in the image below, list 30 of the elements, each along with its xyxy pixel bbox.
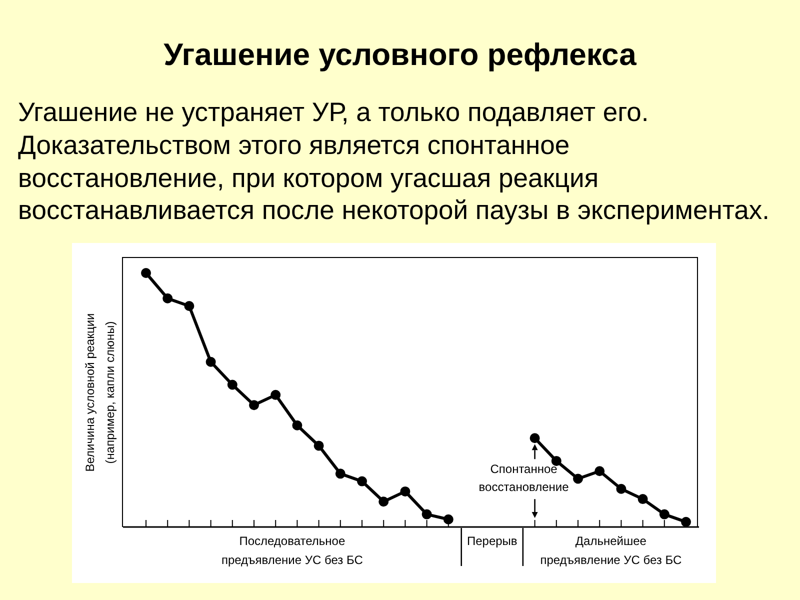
text: Перерыв: [466, 534, 518, 548]
point: [573, 474, 583, 484]
y-axis-title: Величина условной реакции (например, капли слюны): [83, 313, 117, 472]
point: [659, 509, 670, 520]
point: [270, 390, 281, 400]
point: [378, 496, 389, 507]
text: Последовательное предъявление УС без БС: [221, 534, 364, 567]
point: [249, 400, 259, 410]
point: [530, 433, 540, 444]
point: [206, 356, 216, 367]
point: [594, 466, 605, 476]
chart-title: Угашение условного рефлекса: [162, 37, 638, 73]
point: [314, 440, 324, 451]
text: Дальнейшее предъявление УС без БС: [540, 534, 682, 567]
point: [681, 516, 691, 527]
point: [443, 514, 454, 524]
point: [184, 301, 194, 312]
point: [292, 420, 302, 430]
point: [335, 468, 346, 479]
point: [227, 380, 238, 390]
point: [422, 509, 432, 520]
annotation: Спонтанное восстановление: [478, 462, 570, 494]
point: [400, 486, 410, 496]
point: [616, 484, 626, 494]
point: [551, 456, 562, 466]
point: [141, 268, 151, 278]
point: [162, 293, 173, 304]
point: [357, 476, 367, 486]
point: [638, 494, 648, 504]
chart-subtitle: Угашение не устраняет УР, а только подавляет его. Доказательством этого является спонтанное восстановление, при котором угасшая реакция восстанавливается после некоторой паузы в экспериментах.: [18, 96, 771, 228]
